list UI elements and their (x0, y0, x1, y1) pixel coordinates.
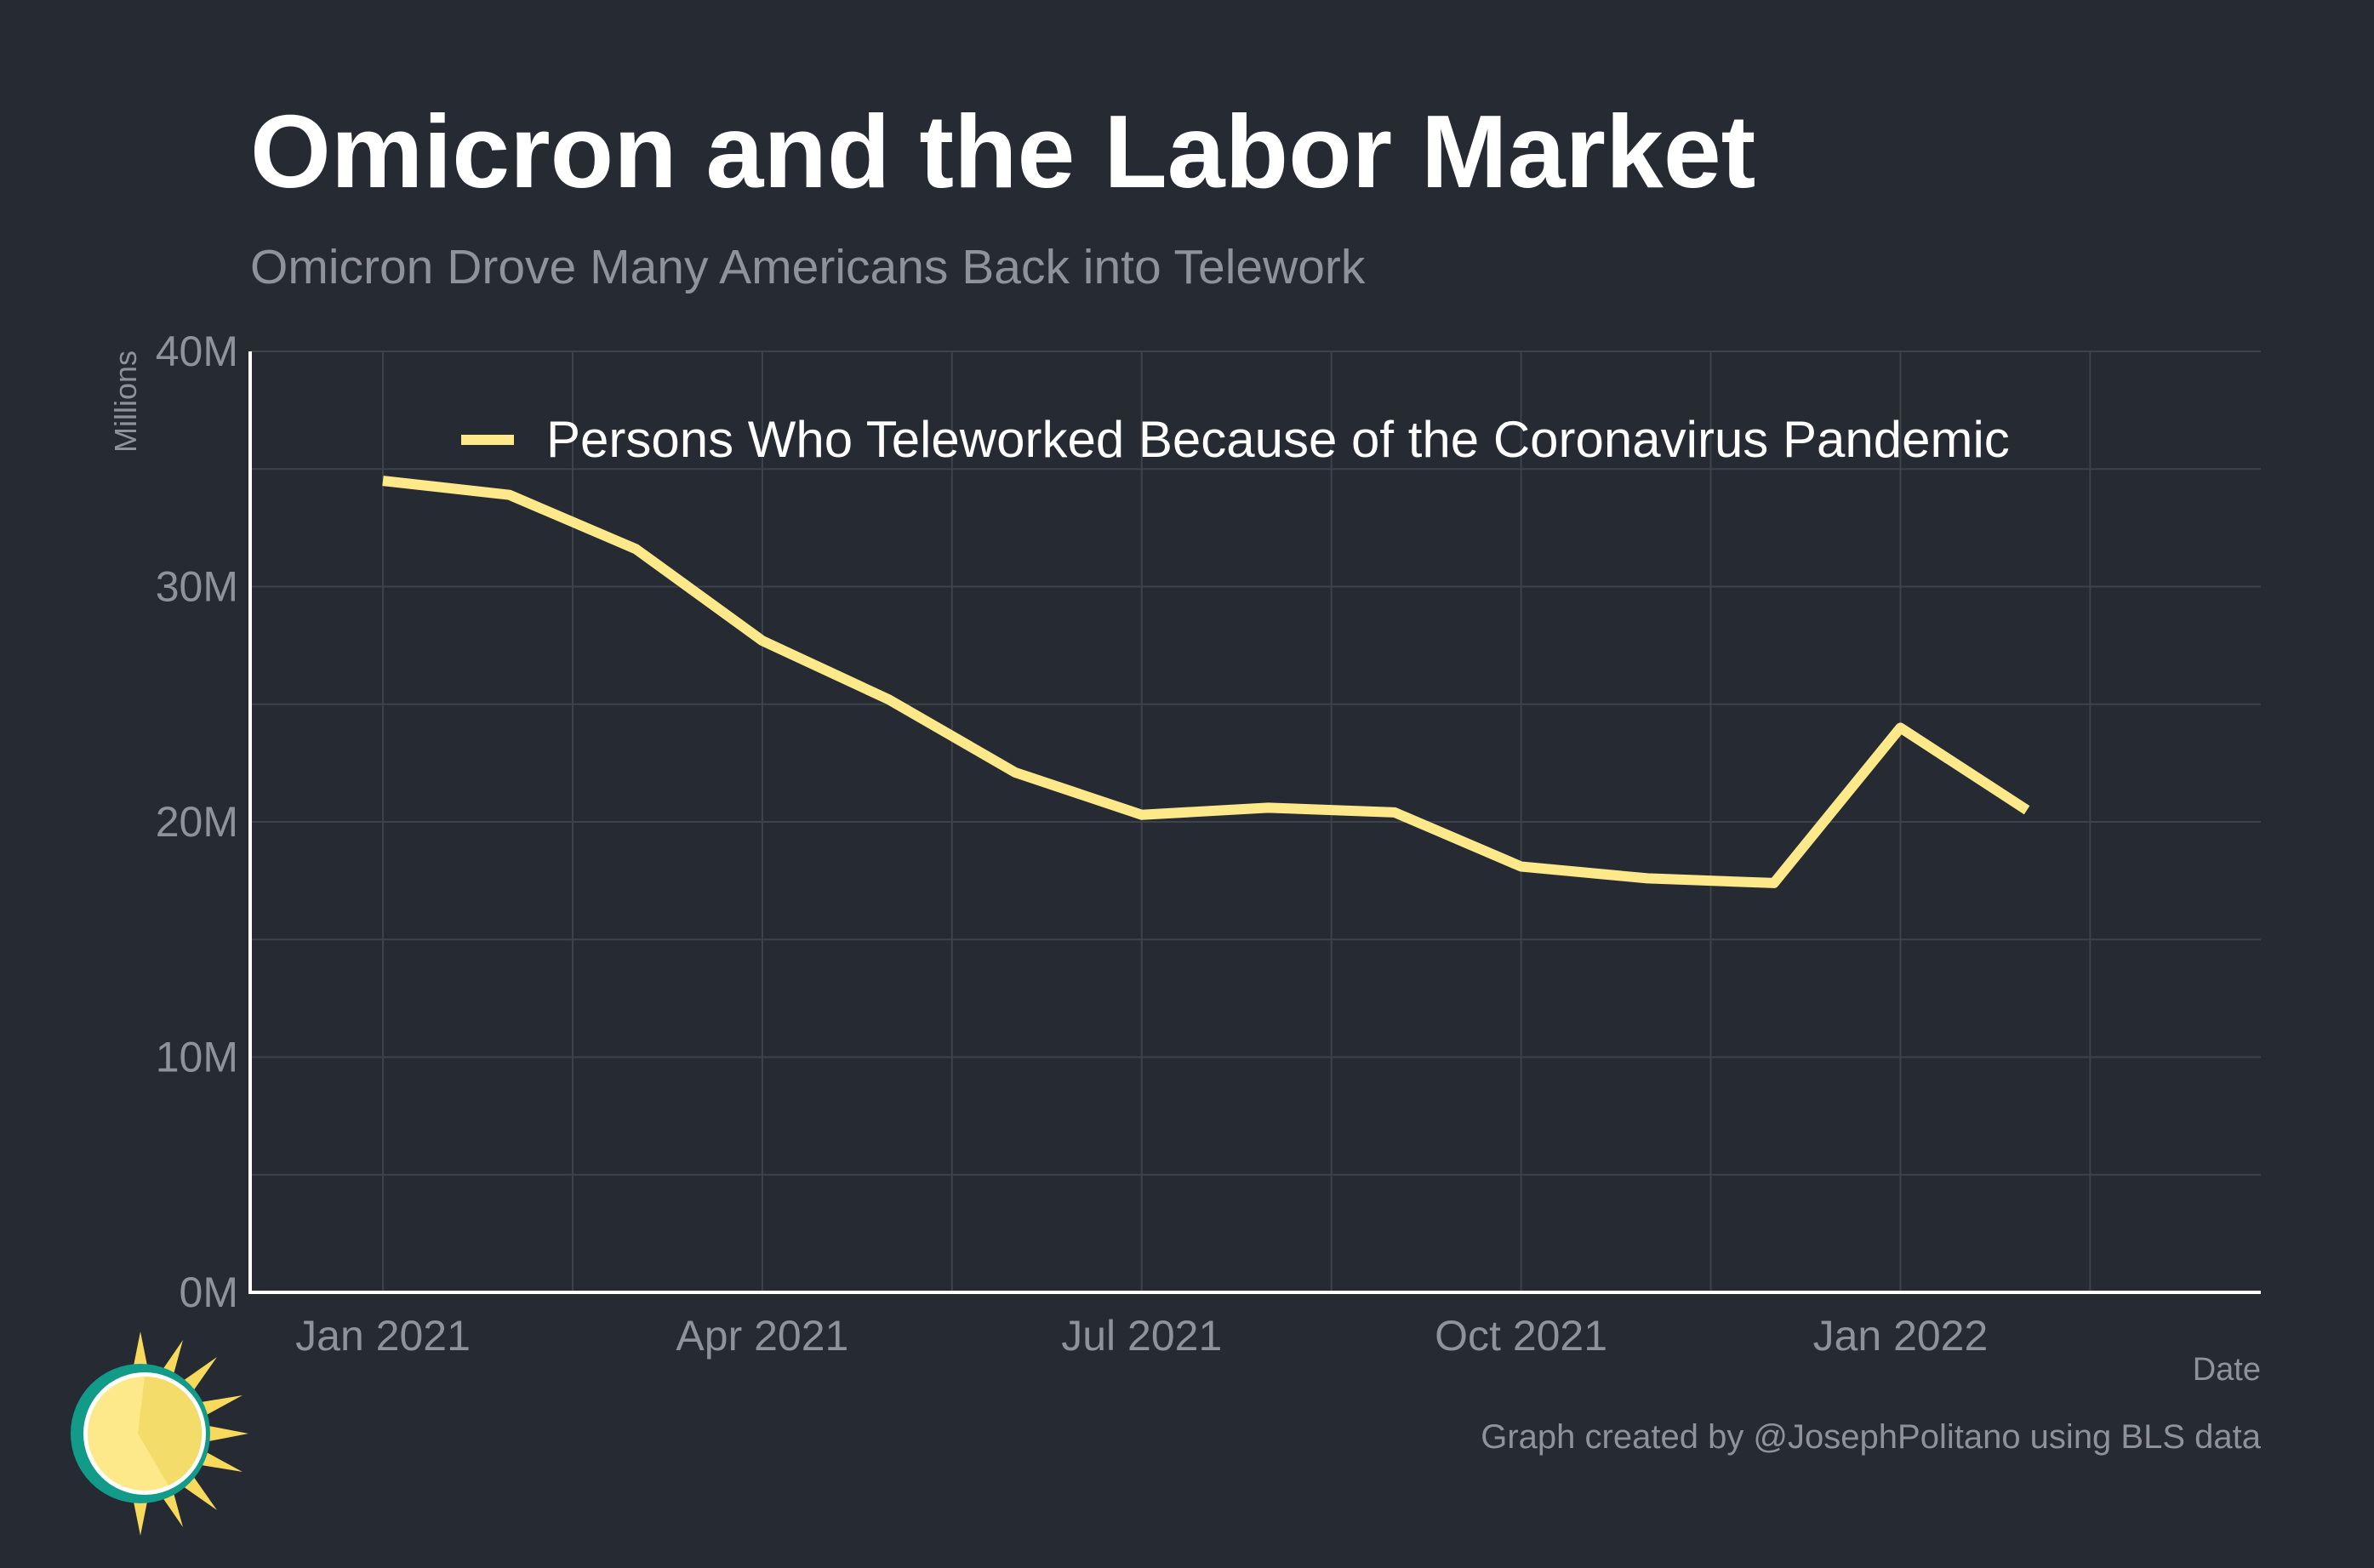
y-tick-label: 20M (156, 798, 238, 846)
y-axis-title: Millions (108, 351, 143, 453)
y-tick-label: 40M (156, 328, 238, 375)
x-tick-label: Jan 2021 (295, 1312, 471, 1360)
x-tick-label: Oct 2021 (1435, 1312, 1607, 1360)
caption: Graph created by @JosephPolitano using B… (1481, 1418, 2261, 1456)
x-axis-title: Date (2193, 1352, 2261, 1388)
chart-title: Omicron and the Labor Market (250, 94, 1756, 209)
chart-subtitle: Omicron Drove Many Americans Back into T… (250, 240, 1366, 294)
gridlines (250, 351, 2261, 1292)
y-tick-labels: 0M 10M 20M 30M 40M (156, 328, 238, 1316)
x-tick-label: Jul 2021 (1061, 1312, 1222, 1360)
x-tick-label: Jan 2022 (1813, 1312, 1989, 1360)
legend: Persons Who Teleworked Because of the Co… (461, 411, 2010, 468)
x-tick-labels: Jan 2021 Apr 2021 Jul 2021 Oct 2021 Jan 2022 (295, 1312, 1988, 1360)
series-line (382, 476, 2030, 888)
sun-logo-icon (71, 1331, 248, 1536)
y-tick-label: 10M (156, 1034, 238, 1081)
y-tick-label: 30M (156, 563, 238, 611)
series-layer (382, 476, 2030, 888)
y-tick-label: 0M (180, 1269, 238, 1316)
x-tick-label: Apr 2021 (676, 1312, 848, 1360)
legend-label: Persons Who Teleworked Because of the Co… (546, 411, 2010, 468)
